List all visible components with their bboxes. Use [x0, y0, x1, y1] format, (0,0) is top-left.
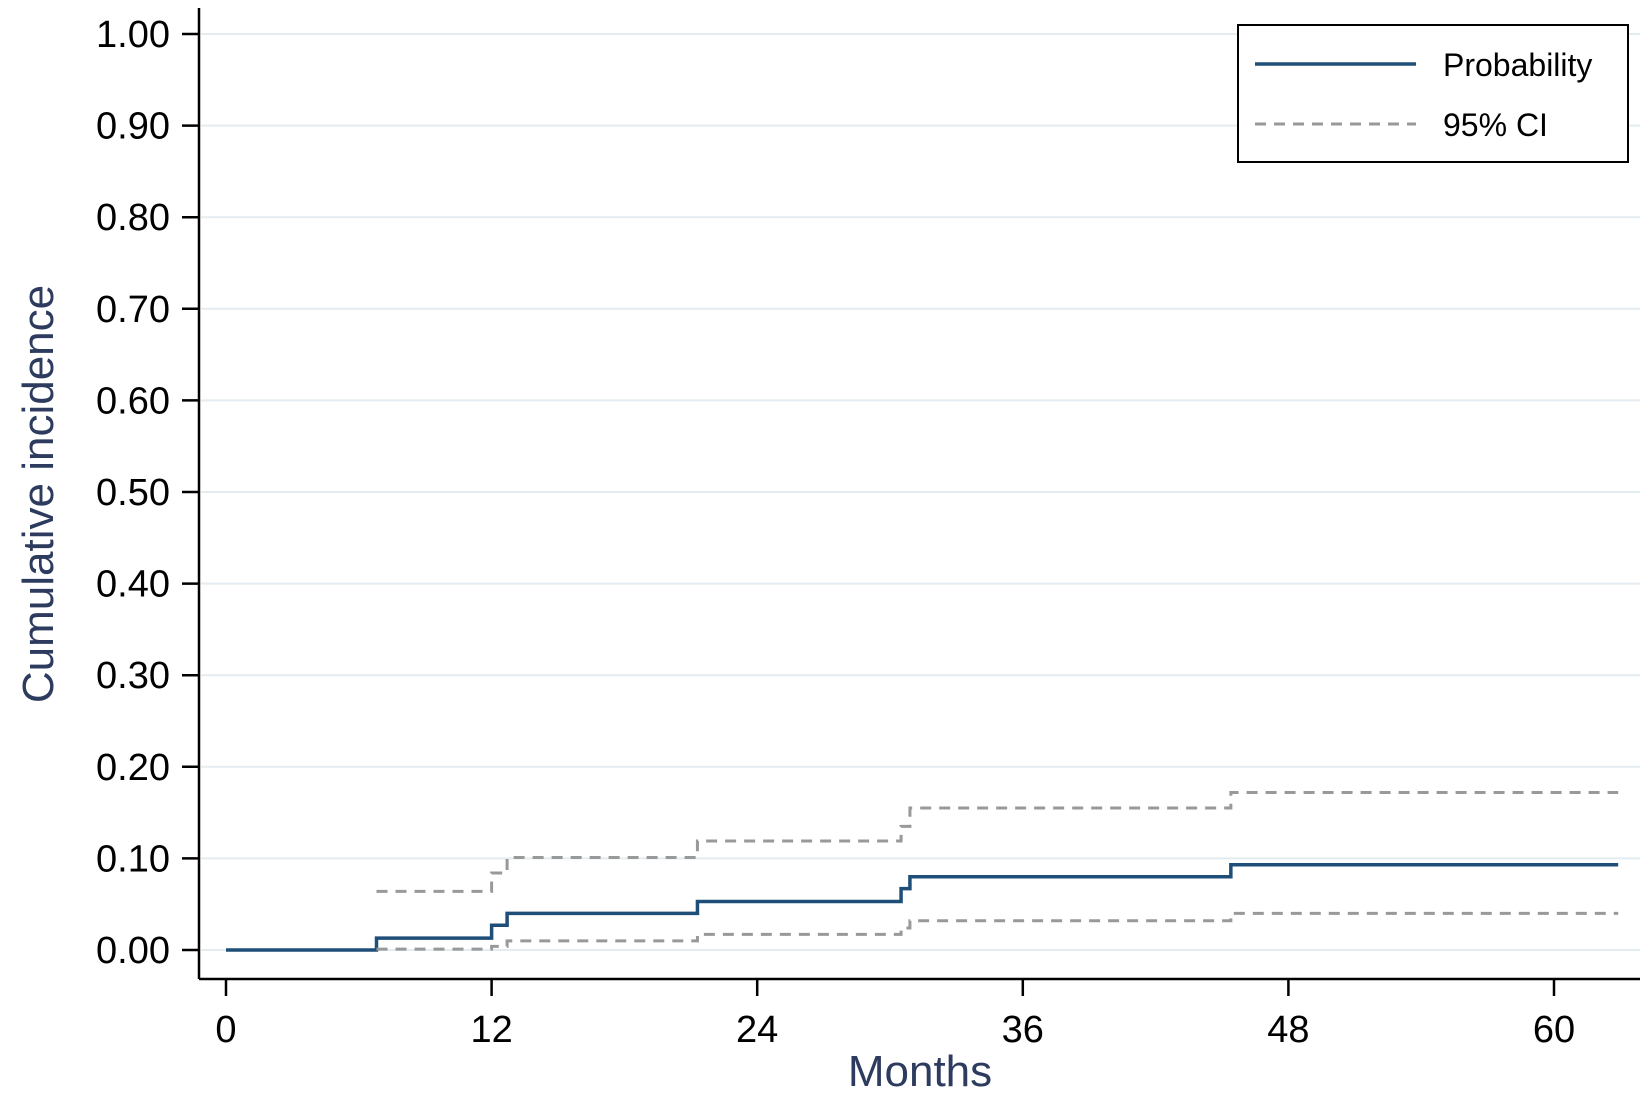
- y-tick-label: 0.70: [96, 289, 170, 331]
- x-tick-label: 60: [1533, 1009, 1575, 1051]
- series-line-ci-upper: [376, 790, 1619, 893]
- y-tick-label: 0.20: [96, 747, 170, 789]
- x-tick-label: 0: [215, 1009, 236, 1051]
- y-tick-label: 0.80: [96, 197, 170, 239]
- gridlines: [201, 33, 1640, 951]
- series-line-probability: [226, 863, 1619, 952]
- legend-label-probability: Probability: [1443, 47, 1592, 83]
- series-line-ci-lower: [376, 911, 1619, 951]
- y-tick-label: 0.40: [96, 564, 170, 606]
- legend-box: [1237, 24, 1629, 163]
- y-tick-label: 0.00: [96, 930, 170, 972]
- x-tick-label: 48: [1267, 1009, 1309, 1051]
- y-axis-title: Cumulative incidence: [14, 285, 63, 703]
- y-tick-label: 0.50: [96, 472, 170, 514]
- x-tick-label: 24: [736, 1009, 778, 1051]
- legend: Probability 95% CI: [1237, 24, 1629, 163]
- x-tick-label: 12: [470, 1009, 512, 1051]
- y-tick-label: 0.60: [96, 380, 170, 422]
- plot-area: [226, 790, 1619, 952]
- axes: 0.00 0.10 0.20 0.30 0.40 0.50 0.60 0.70 0.80 0.90…: [96, 8, 1640, 1051]
- y-tick-label: 0.90: [96, 106, 170, 148]
- x-axis-title: Months: [848, 1047, 992, 1096]
- y-tick-label: 0.10: [96, 838, 170, 880]
- y-tick-label: 0.30: [96, 655, 170, 697]
- legend-label-95-ci: 95% CI: [1443, 107, 1548, 143]
- x-tick-label: 36: [1002, 1009, 1044, 1051]
- y-tick-label: 1.00: [96, 14, 170, 56]
